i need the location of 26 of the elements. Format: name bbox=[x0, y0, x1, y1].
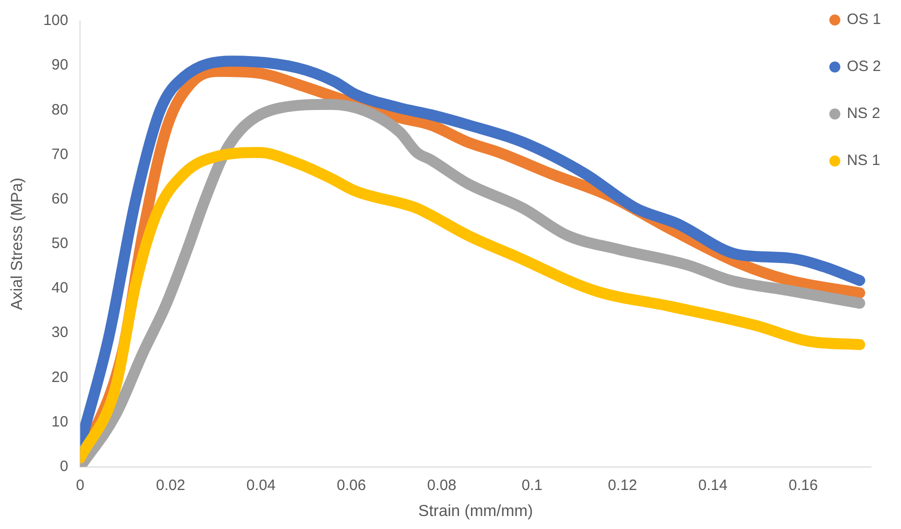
x-axis-title: Strain (mm/mm) bbox=[418, 502, 533, 520]
x-tick-label: 0.06 bbox=[336, 476, 366, 494]
y-tick-label: 40 bbox=[52, 280, 68, 297]
legend-label: OS 2 bbox=[846, 58, 882, 76]
x-tick-label: 0.12 bbox=[608, 476, 638, 494]
y-tick-label: 60 bbox=[52, 190, 68, 208]
legend-label: NS 2 bbox=[846, 105, 880, 122]
x-tick-label: 0.02 bbox=[156, 476, 186, 494]
x-tick-label: 0.1 bbox=[522, 476, 543, 494]
y-tick-label: 10 bbox=[52, 413, 68, 430]
x-tick-label: 0.14 bbox=[698, 476, 728, 494]
y-tick-label: 90 bbox=[52, 56, 68, 74]
y-tick-label: 100 bbox=[43, 12, 68, 30]
x-tick-label: 0.04 bbox=[246, 476, 276, 494]
x-tick-label: 0 bbox=[76, 476, 84, 494]
y-tick-label: 80 bbox=[52, 101, 68, 118]
y-tick-label: 30 bbox=[52, 324, 68, 342]
y-tick-label: 70 bbox=[52, 146, 68, 163]
y-axis-title: Axial Stress (MPa) bbox=[9, 178, 26, 310]
y-tick-label: 50 bbox=[52, 235, 68, 252]
legend-label: NS 1 bbox=[846, 152, 880, 170]
x-tick-label: 0.16 bbox=[788, 476, 818, 494]
y-tick-label: 0 bbox=[60, 458, 68, 475]
legend-label: OS 1 bbox=[846, 11, 882, 28]
x-tick-label: 0.08 bbox=[427, 476, 456, 494]
y-tick-label: 20 bbox=[52, 368, 68, 386]
